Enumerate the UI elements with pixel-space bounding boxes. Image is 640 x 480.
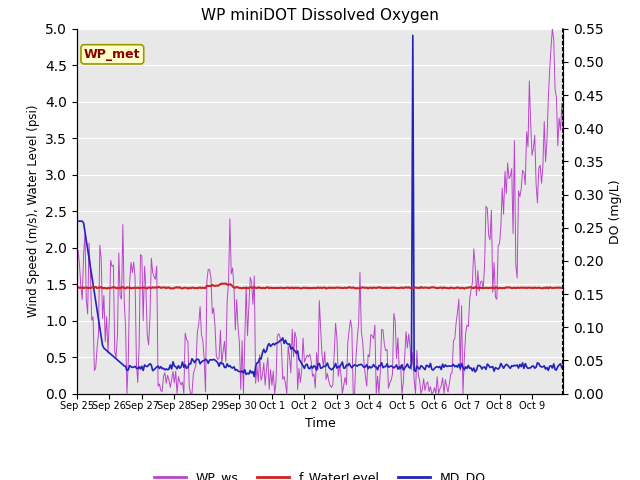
Y-axis label: DO (mg/L): DO (mg/L) xyxy=(609,179,622,243)
Legend: WP_ws, f_WaterLevel, MD_DO: WP_ws, f_WaterLevel, MD_DO xyxy=(149,467,491,480)
Y-axis label: Wind Speed (m/s), Water Level (psi): Wind Speed (m/s), Water Level (psi) xyxy=(26,105,40,317)
Text: WP_met: WP_met xyxy=(84,48,141,61)
X-axis label: Time: Time xyxy=(305,417,335,430)
Title: WP miniDOT Dissolved Oxygen: WP miniDOT Dissolved Oxygen xyxy=(201,9,439,24)
